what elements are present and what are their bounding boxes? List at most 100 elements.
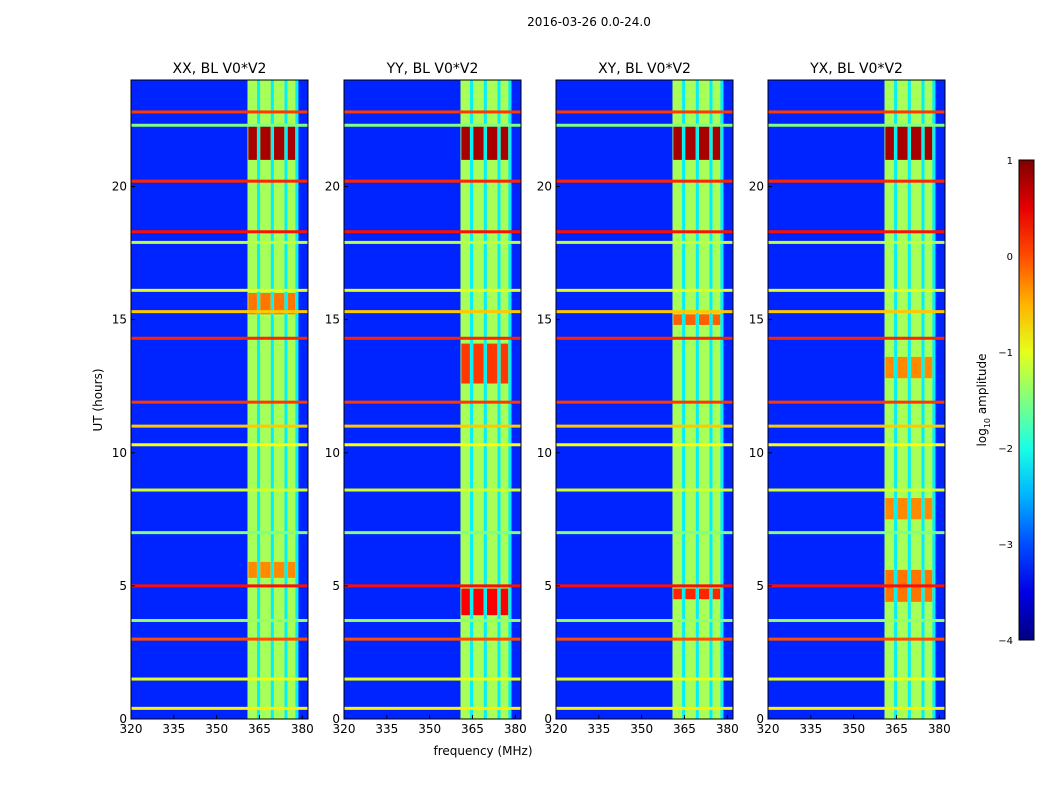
panel-frame xyxy=(343,79,522,720)
x-axis-label: frequency (MHz) xyxy=(433,744,532,758)
x-tick-label: 365 xyxy=(673,722,696,736)
hot-spot xyxy=(248,561,257,578)
rfi-line xyxy=(131,443,308,447)
x-tick-label: 380 xyxy=(716,722,739,736)
hot-spot xyxy=(274,125,285,160)
band-gap-column xyxy=(695,80,699,719)
x-tick-label: 380 xyxy=(928,722,951,736)
hot-spot xyxy=(287,293,296,315)
y-tick-label: 20 xyxy=(325,180,340,194)
rfi-line xyxy=(768,230,945,234)
rfi-line xyxy=(556,336,733,340)
hot-spot xyxy=(260,293,271,315)
rfi-line xyxy=(556,110,733,114)
rfi-line xyxy=(556,179,733,183)
rfi-line xyxy=(131,336,308,340)
y-tick-label: 20 xyxy=(537,180,552,194)
hot-spot xyxy=(924,498,933,520)
rfi-line xyxy=(768,618,945,622)
x-tick-label: 365 xyxy=(461,722,484,736)
band-gap-column xyxy=(497,80,501,719)
rfi-line xyxy=(556,310,733,314)
panel-title: XY, BL V0*V2 xyxy=(598,61,691,77)
x-tick-label: 380 xyxy=(504,722,527,736)
band-gap-column xyxy=(270,80,274,719)
x-tick-label: 380 xyxy=(291,722,314,736)
hot-spot xyxy=(500,125,509,160)
hot-spot xyxy=(897,356,908,379)
hot-spot xyxy=(885,356,894,379)
rfi-line xyxy=(131,531,308,535)
rfi-line xyxy=(768,531,945,535)
y-tick-label: 0 xyxy=(119,712,127,726)
x-tick-label: 350 xyxy=(842,722,865,736)
rfi-line xyxy=(768,488,945,492)
rfi-line xyxy=(556,400,733,404)
hot-spot xyxy=(712,314,721,325)
y-tick-label: 10 xyxy=(112,446,127,460)
y-tick-label: 0 xyxy=(756,712,764,726)
hot-spot xyxy=(897,125,908,160)
band-gap-column xyxy=(470,80,474,719)
hot-spot xyxy=(500,588,509,616)
x-tick-label: 350 xyxy=(418,722,441,736)
hot-spot xyxy=(685,314,696,325)
hot-spot xyxy=(712,588,721,600)
rfi-line xyxy=(344,488,521,492)
rfi-line xyxy=(556,677,733,681)
rfi-line xyxy=(131,618,308,622)
hot-spot xyxy=(487,125,498,160)
y-tick-label: 5 xyxy=(332,579,340,593)
hot-spot xyxy=(287,561,296,578)
hot-spot xyxy=(885,498,894,520)
y-tick-label: 20 xyxy=(112,180,127,194)
panel-title: YY, BL V0*V2 xyxy=(386,61,479,77)
y-tick-label: 15 xyxy=(112,313,127,327)
band-gap-column xyxy=(284,80,288,719)
rfi-line xyxy=(768,584,945,588)
y-tick-label: 0 xyxy=(544,712,552,726)
heatmap-panel-yx: 320 335 350 365 380 0 5 10 15 20 YX, BL V0*V2 xyxy=(749,61,951,736)
x-tick-label: 320 xyxy=(545,722,568,736)
panel-title: YX, BL V0*V2 xyxy=(809,61,903,77)
x-tick-label: 335 xyxy=(587,722,610,736)
x-tick-label: 335 xyxy=(375,722,398,736)
colorbar-label-sub: 10 xyxy=(983,418,992,428)
rfi-line xyxy=(768,310,945,314)
colorbar: 1 0 −1 −2 −3 −4 xyxy=(998,156,1035,647)
hot-spot xyxy=(685,588,696,600)
heatmap-panel-yy: 320 335 350 365 380 0 5 10 15 20 YY, BL V0*V2 xyxy=(325,61,527,736)
rfi-line xyxy=(344,637,521,641)
hot-spot xyxy=(274,561,285,578)
x-tick-label: 320 xyxy=(333,722,356,736)
hot-spot xyxy=(487,343,498,384)
hot-spot xyxy=(673,125,682,160)
heatmap-panel-xx: 320 335 350 365 380 0 5 10 15 20 XX, BL V0*V2 xyxy=(112,61,314,736)
rfi-line xyxy=(344,288,521,292)
figure-title: 2016-03-26 0.0-24.0 xyxy=(527,15,651,29)
colorbar-tick-label: −1 xyxy=(998,348,1013,359)
rfi-line xyxy=(556,637,733,641)
colorbar-tick-label: 1 xyxy=(1007,156,1013,167)
x-tick-label: 320 xyxy=(120,722,143,736)
band-gap-column xyxy=(907,80,911,719)
band-gap-column xyxy=(921,80,925,719)
hot-spot xyxy=(924,125,933,160)
rfi-line xyxy=(344,400,521,404)
rfi-line xyxy=(131,288,308,292)
hot-spot xyxy=(487,588,498,616)
hot-spot xyxy=(911,498,922,520)
rfi-line xyxy=(344,310,521,314)
band-gap-column xyxy=(709,80,713,719)
rfi-line xyxy=(344,110,521,114)
rfi-line xyxy=(131,677,308,681)
colorbar-label-prefix: log xyxy=(975,428,989,446)
rfi-line xyxy=(131,110,308,114)
rfi-line xyxy=(768,706,945,710)
band-gap-column xyxy=(720,80,724,719)
rfi-line xyxy=(344,677,521,681)
rfi-line xyxy=(556,706,733,710)
rfi-line xyxy=(344,123,521,127)
rfi-line xyxy=(556,123,733,127)
colorbar-label: log10 amplitude xyxy=(975,354,992,447)
